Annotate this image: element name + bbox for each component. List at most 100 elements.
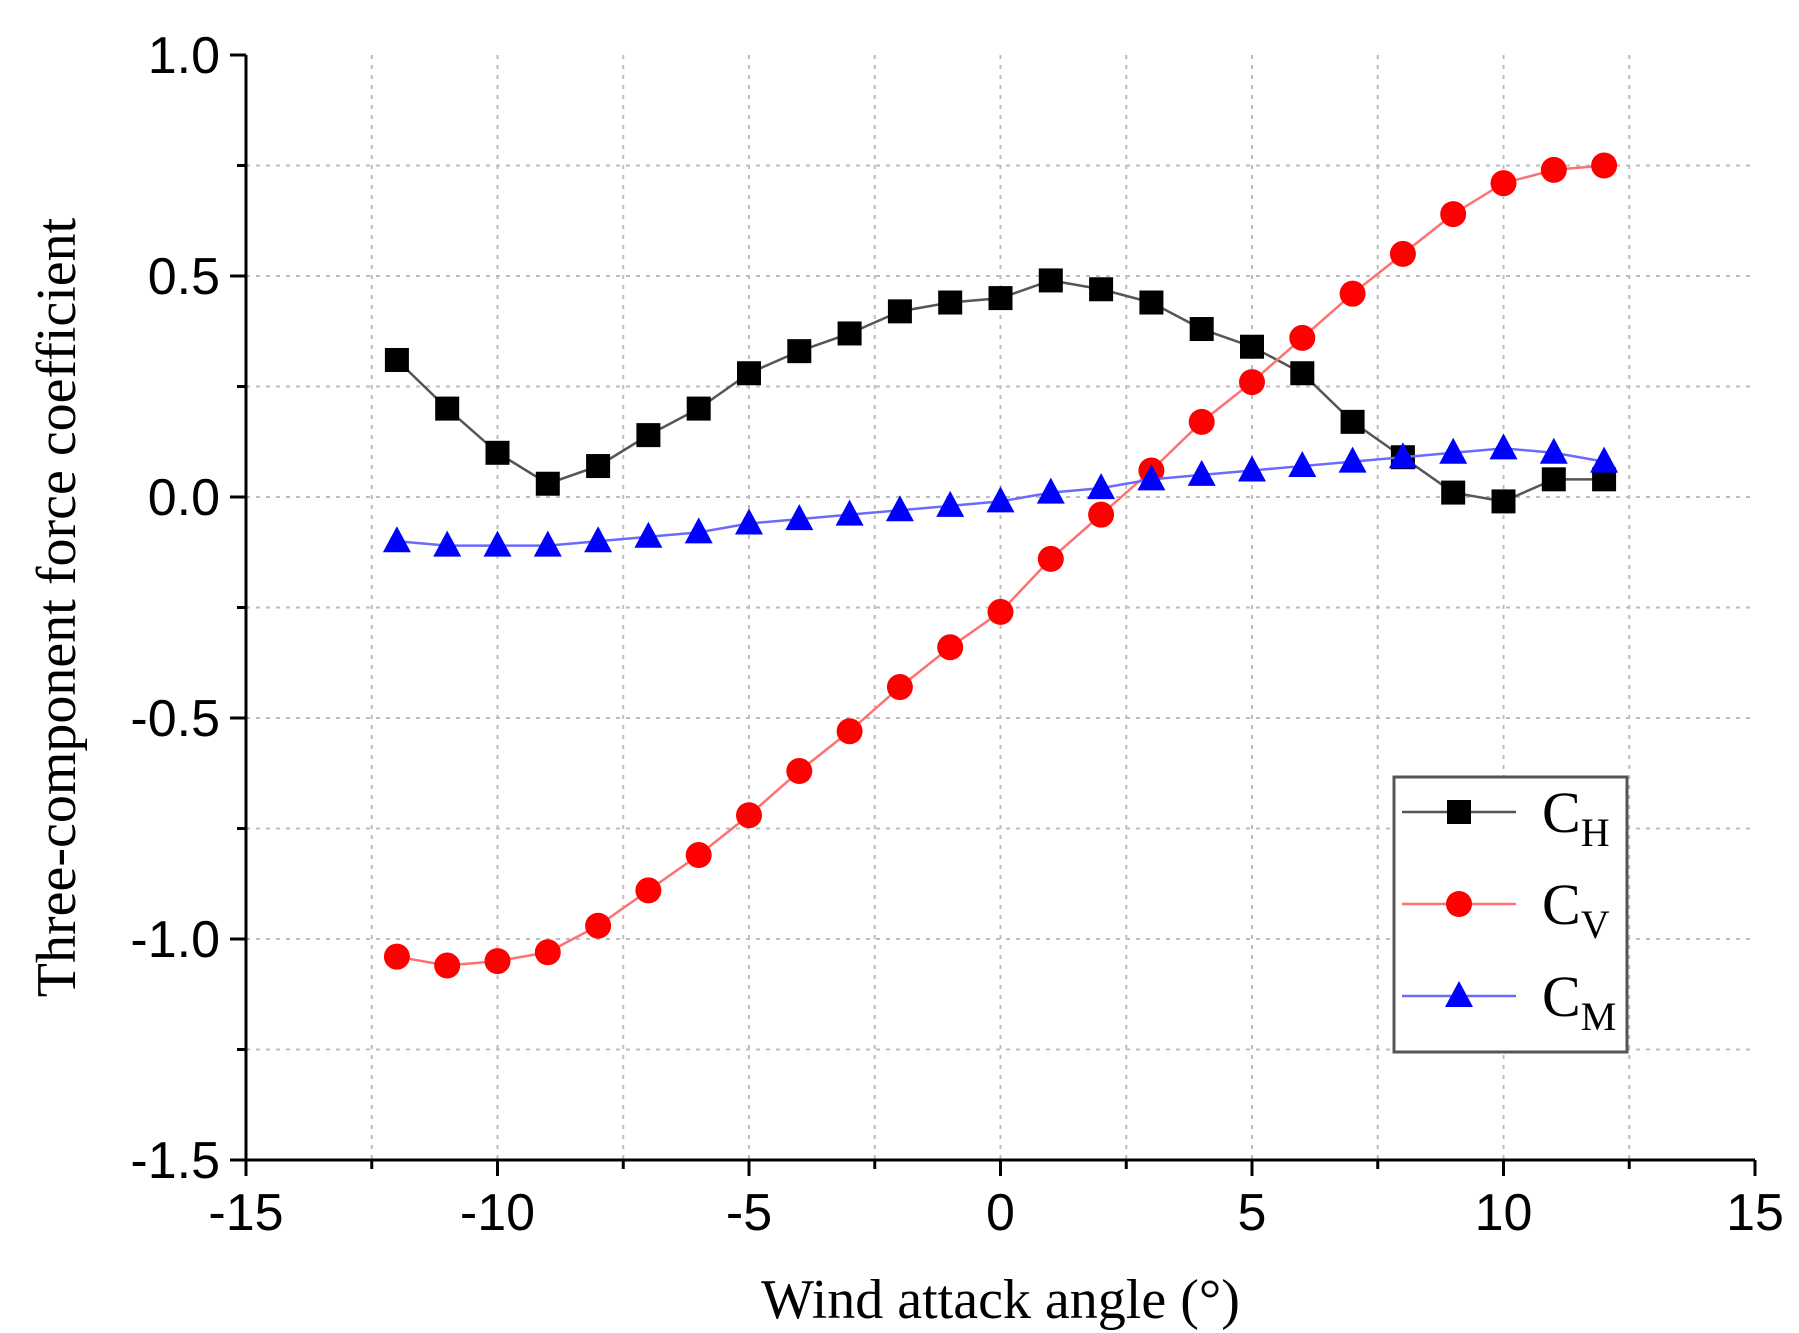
- data-point-ch: [1340, 409, 1365, 434]
- data-point-cv: [937, 634, 964, 661]
- data-point-cm: [533, 530, 562, 557]
- x-axis-title: Wind attack angle (°): [761, 1269, 1240, 1331]
- legend-label-cv: CV: [1542, 872, 1610, 947]
- axes: -15 -10 -5 0 5 10 15 -1.5 -1.0 -0.5 0.0 0.5 1.0: [130, 27, 1784, 1242]
- data-point-cm: [1539, 437, 1568, 464]
- data-point-ch: [1541, 467, 1566, 492]
- data-point-cv: [1339, 280, 1366, 307]
- data-point-cm: [1590, 446, 1619, 473]
- data-point-cm: [735, 508, 763, 535]
- data-point-cv: [585, 912, 612, 939]
- data-point-cv: [1188, 408, 1215, 435]
- y-tick-label: 0.0: [148, 469, 220, 527]
- data-point-ch: [586, 454, 611, 479]
- legend-label-main: C: [1542, 780, 1581, 845]
- data-point-cv: [1088, 501, 1115, 528]
- data-point-ch: [988, 286, 1013, 311]
- data-point-cv: [635, 877, 662, 904]
- series-cm: [382, 433, 1619, 557]
- legend-marker-cm: [1445, 981, 1473, 1007]
- data-point-ch: [1089, 277, 1114, 302]
- data-point-cm: [382, 526, 411, 553]
- data-point-ch: [787, 339, 812, 364]
- x-tick-label: 0: [986, 1184, 1015, 1242]
- data-point-cm: [1238, 455, 1266, 482]
- data-point-ch: [1290, 361, 1315, 386]
- data-point-cm: [1288, 451, 1317, 478]
- y-tick-label: 0.5: [148, 248, 220, 306]
- data-point-cm: [684, 517, 713, 544]
- data-point-ch: [636, 423, 661, 448]
- data-point-cm: [885, 495, 914, 522]
- data-point-cv: [987, 598, 1014, 625]
- data-point-ch: [1189, 317, 1214, 342]
- data-point-cm: [1439, 437, 1468, 464]
- legend-label-ch: CH: [1542, 780, 1610, 855]
- legend-box: [1392, 775, 1629, 1054]
- legend-label-main: C: [1542, 964, 1581, 1029]
- data-point-ch: [1240, 334, 1264, 359]
- legend-label-sub: H: [1581, 810, 1610, 855]
- legend-label-cm: CM: [1542, 964, 1616, 1039]
- x-tick-label: -10: [460, 1184, 535, 1242]
- data-point-cm: [584, 526, 613, 553]
- data-point-ch: [1441, 480, 1466, 505]
- data-point-cm: [835, 499, 864, 526]
- data-point-ch: [837, 321, 862, 346]
- data-point-cv: [1289, 324, 1316, 351]
- data-point-cv: [1389, 240, 1416, 267]
- data-point-ch: [1491, 489, 1516, 514]
- x-tick-label: 5: [1238, 1184, 1267, 1242]
- data-point-cv: [484, 948, 511, 975]
- series-layer: [382, 152, 1619, 979]
- data-point-ch: [938, 290, 963, 315]
- data-point-cv: [886, 674, 913, 701]
- data-point-cv: [1490, 170, 1517, 197]
- legend-label-sub: V: [1581, 902, 1610, 947]
- legend-marker-cv: [1446, 891, 1472, 917]
- data-point-ch: [485, 440, 510, 465]
- data-point-cv: [1037, 545, 1064, 572]
- data-point-cv: [1440, 201, 1467, 228]
- data-point-ch: [1038, 268, 1063, 293]
- data-point-ch: [535, 471, 560, 496]
- data-point-cm: [1087, 473, 1116, 500]
- data-point-cm: [433, 530, 462, 557]
- data-point-cm: [634, 521, 663, 548]
- data-point-cm: [986, 486, 1015, 513]
- y-tick-label: -0.5: [130, 690, 220, 748]
- data-point-cv: [383, 943, 410, 970]
- data-point-ch: [686, 396, 711, 421]
- x-tick-label: 10: [1475, 1184, 1533, 1242]
- data-point-cv: [1239, 369, 1265, 396]
- data-point-cv: [685, 842, 712, 869]
- data-point-ch: [435, 396, 460, 421]
- data-point-cm: [1036, 477, 1065, 504]
- y-tick-label: 1.0: [148, 27, 220, 85]
- data-point-ch: [887, 299, 912, 324]
- legend-label-sub: M: [1581, 994, 1617, 1039]
- data-point-ch: [737, 361, 761, 386]
- y-tick-label: -1.5: [130, 1132, 220, 1190]
- data-point-cm: [1489, 433, 1518, 460]
- legend-label-main: C: [1542, 872, 1581, 937]
- x-tick-label: -15: [208, 1184, 283, 1242]
- data-point-cv: [836, 718, 863, 745]
- data-point-cm: [1388, 442, 1417, 469]
- data-point-cv: [1591, 152, 1618, 179]
- y-axis-title: Three-component force coefficient: [26, 217, 88, 997]
- data-point-cv: [786, 758, 813, 785]
- legend-marker-ch: [1447, 800, 1471, 824]
- y-tick-label: -1.0: [130, 911, 220, 969]
- data-point-cv: [1540, 156, 1567, 183]
- data-point-cm: [785, 504, 814, 531]
- data-point-cv: [534, 939, 561, 966]
- data-point-ch: [384, 347, 409, 372]
- data-point-cm: [936, 490, 965, 517]
- x-tick-label: -5: [726, 1184, 772, 1242]
- series-cv: [383, 152, 1618, 979]
- data-point-cv: [736, 802, 762, 829]
